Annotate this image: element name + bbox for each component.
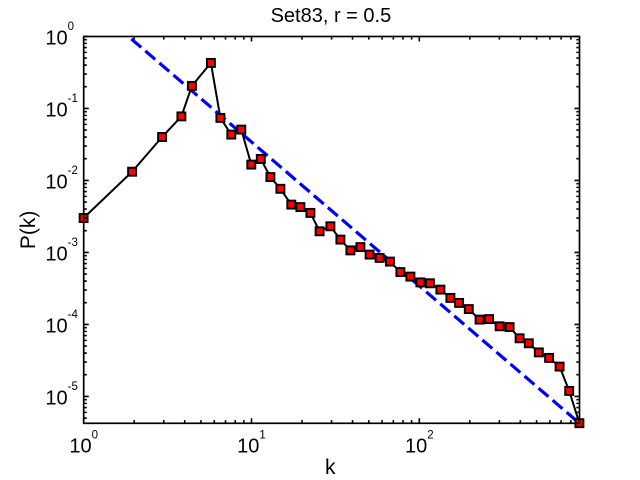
svg-text:k: k bbox=[325, 456, 336, 479]
svg-text:P(k): P(k) bbox=[17, 211, 40, 250]
svg-text:Set83, r = 0.5: Set83, r = 0.5 bbox=[271, 5, 392, 27]
